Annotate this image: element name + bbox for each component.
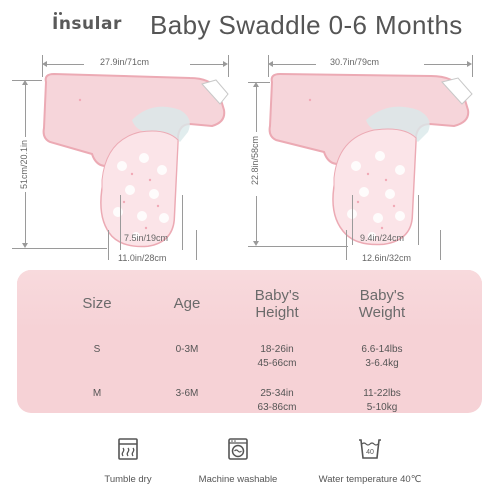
row-height-in: 25-34in: [260, 388, 294, 399]
dim-tick: [108, 230, 109, 260]
page-title: Baby Swaddle 0-6 Months: [150, 10, 463, 40]
width-arrow-right: [190, 61, 228, 67]
medium-width-label: 30.7in/79cm: [330, 57, 380, 67]
row-age: 0-3M: [175, 344, 199, 355]
care-item-machine-washable: Machine washable: [168, 437, 308, 497]
care-label-machine-washable: Machine washable: [198, 474, 278, 485]
row-height-in: 18-26in: [260, 344, 294, 355]
size-chart-panel: Size Age Baby's Height Baby's Weight S 0…: [17, 270, 482, 413]
machine-washable-icon: [228, 438, 248, 460]
dim-tick: [182, 195, 183, 250]
row-weight-kg: 3-6.4kg: [365, 358, 399, 369]
dim-tick: [120, 195, 121, 250]
swaddle-small-image: [42, 72, 229, 248]
brand-logo: Insular: [52, 12, 122, 34]
width-arrow-right: [424, 61, 472, 67]
row-size: S: [93, 344, 101, 355]
width-arrow-left: [268, 61, 316, 67]
dim-tick: [440, 230, 441, 260]
care-item-water-temperature: 40 Water temperature 40℃: [300, 437, 440, 497]
column-header-weight: Baby's Weight: [358, 287, 406, 321]
dim-tick: [352, 195, 353, 245]
dim-tick: [346, 230, 347, 260]
column-header-height: Baby's Height: [254, 287, 300, 321]
water-temperature-icon: 40: [359, 439, 381, 459]
dim-tick: [472, 55, 473, 77]
header: Insular Baby Swaddle 0-6 Months: [0, 0, 500, 48]
row-age: 3-6M: [175, 388, 199, 399]
height-arrow-bottom: [253, 196, 259, 246]
small-bottom-label: 7.5in/19cm: [124, 233, 169, 243]
row-weight-kg: 5-10kg: [366, 402, 398, 413]
tumble-dry-icon: [118, 438, 138, 460]
medium-height-label: 22.8in/58cm: [250, 136, 260, 186]
height-arrow-bottom: [22, 192, 28, 248]
height-arrow-top: [22, 80, 28, 137]
care-item-tumble-dry: Tumble dry: [58, 437, 198, 497]
dim-tick: [248, 82, 270, 83]
row-height-cm: 63-86cm: [257, 402, 297, 413]
row-weight-lbs: 11-22lbs: [363, 388, 401, 399]
small-height-label: 51cm/20.1in: [19, 140, 29, 190]
swaddle-medium-image: [268, 72, 473, 246]
dim-tick: [248, 246, 348, 247]
row-weight-lbs: 6.6-14lbs: [361, 344, 403, 355]
dim-tick: [196, 230, 197, 260]
width-arrow-left: [42, 61, 84, 67]
medium-base-label: 12.6in/32cm: [362, 253, 412, 263]
water-temperature-badge: 40: [366, 449, 374, 456]
dim-tick: [12, 248, 107, 249]
care-label-water-temperature: Water temperature 40℃: [318, 474, 422, 485]
small-width-label: 27.9in/71cm: [100, 57, 150, 67]
dim-tick: [228, 55, 229, 77]
dim-tick: [418, 195, 419, 245]
medium-bottom-label: 9.4in/24cm: [360, 233, 405, 243]
column-header-size: Size: [82, 295, 112, 312]
row-size: M: [92, 388, 102, 399]
row-height-cm: 45-66cm: [257, 358, 297, 369]
small-base-label: 11.0in/28cm: [118, 253, 167, 263]
height-arrow-top: [253, 82, 259, 132]
care-label-tumble-dry: Tumble dry: [104, 474, 152, 485]
column-header-age: Age: [173, 295, 201, 312]
